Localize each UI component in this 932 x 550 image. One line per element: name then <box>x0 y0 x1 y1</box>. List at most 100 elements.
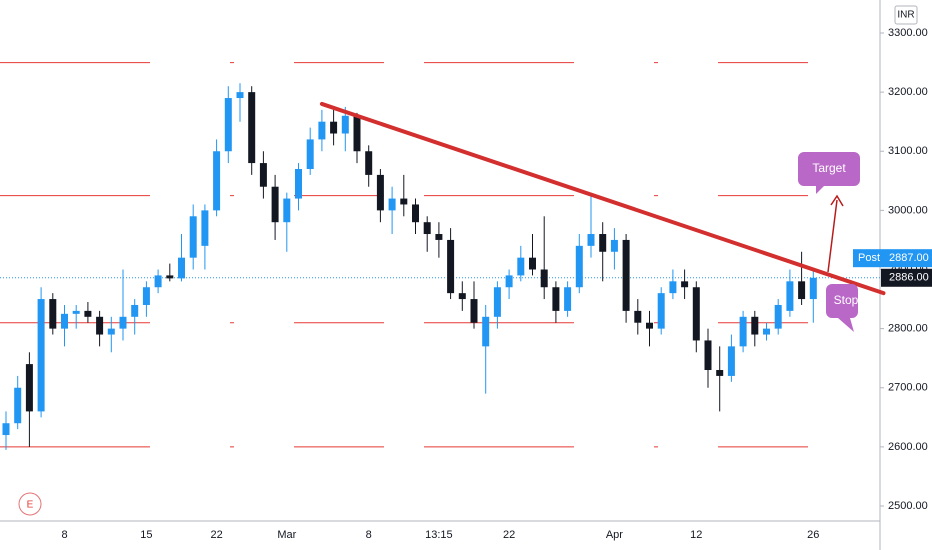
last-price-tag <box>881 268 932 287</box>
candle-body <box>213 151 221 211</box>
candle-body <box>458 293 466 300</box>
candle-body <box>763 328 770 335</box>
candle-body <box>330 121 338 134</box>
candle-body <box>470 299 478 323</box>
candle-body <box>692 287 700 341</box>
candle-body <box>37 299 45 412</box>
x-tick-label: 15 <box>140 529 152 541</box>
candle-body <box>727 346 735 376</box>
candle-body <box>681 281 689 288</box>
candle-body <box>236 92 244 99</box>
candle-body <box>376 174 384 211</box>
y-tick-label: 3300.00 <box>888 27 928 39</box>
candle-body <box>388 198 396 211</box>
candle-body <box>283 198 291 223</box>
target-arrowhead <box>830 194 844 207</box>
candle-body <box>634 310 642 323</box>
candle-body <box>774 304 782 329</box>
candle-body <box>482 316 490 347</box>
candle-body <box>61 313 68 329</box>
candle-body <box>119 316 127 329</box>
candle-body <box>716 370 724 376</box>
candle-body <box>657 293 665 329</box>
x-tick-label: 13:15 <box>425 529 453 541</box>
currency-box <box>894 5 918 25</box>
candle-body <box>587 234 595 246</box>
x-tick-label: Apr <box>606 529 623 541</box>
candle-body <box>107 328 115 335</box>
candle-body <box>435 234 443 240</box>
candle-body <box>493 287 501 317</box>
x-tick-label: 12 <box>690 529 702 541</box>
candle-body <box>318 121 326 140</box>
y-tick-label: 2800.00 <box>888 323 928 335</box>
candle-body <box>646 322 653 329</box>
candle-body <box>610 239 618 252</box>
candle-body <box>201 210 209 246</box>
candle-body <box>423 222 431 235</box>
candle-body <box>365 151 373 175</box>
candle-body <box>49 299 57 329</box>
stop-bubble <box>826 284 858 332</box>
candle-body <box>739 316 747 347</box>
candle-body <box>259 163 267 187</box>
candle-body <box>798 281 806 300</box>
candle-body <box>248 92 256 164</box>
x-tick-label: Mar <box>277 529 296 541</box>
candle-body <box>131 304 139 317</box>
y-tick-label: 3000.00 <box>888 204 928 216</box>
candle-body <box>529 257 536 270</box>
target-arrow <box>827 199 838 273</box>
candle-body <box>353 115 361 152</box>
candle-body <box>271 186 279 223</box>
candle-body <box>96 316 104 335</box>
x-tick-label: 22 <box>210 529 222 541</box>
candle-body <box>166 275 174 279</box>
candle-body <box>84 310 92 317</box>
x-tick-label: 8 <box>366 529 372 541</box>
candle-body <box>189 216 197 258</box>
candle-body <box>517 257 525 276</box>
plot: 2500.002600.002700.002800.002900.003000.… <box>0 27 928 512</box>
event-label: E <box>27 500 34 511</box>
y-tick-label: 3200.00 <box>888 86 928 98</box>
candle-body <box>178 257 185 279</box>
post-label: 2887.00 <box>889 252 929 264</box>
candle-body <box>505 275 513 288</box>
candle-body <box>669 281 677 294</box>
candle-body <box>412 204 419 223</box>
candle-body <box>2 423 10 436</box>
candle-body <box>295 168 302 199</box>
x-tick-label: 22 <box>503 529 515 541</box>
candle-body <box>622 239 630 311</box>
post-name: Post <box>858 252 880 264</box>
candle-body <box>14 387 22 424</box>
candle-body <box>447 239 455 294</box>
candle-body <box>564 287 572 311</box>
candle-body <box>786 281 794 311</box>
candle-body <box>224 98 232 152</box>
target-label: Target <box>812 161 846 175</box>
candle-body <box>704 340 712 371</box>
event-marker[interactable] <box>18 492 42 516</box>
candle-body <box>154 275 162 288</box>
target-bubble <box>798 152 860 194</box>
candle-body <box>306 139 314 169</box>
post-tag <box>853 249 932 268</box>
candle-body <box>72 310 80 314</box>
candle-body <box>400 198 408 205</box>
candle-body <box>575 245 583 288</box>
y-tick-label: 2600.00 <box>888 441 928 453</box>
last-price-label: 2886.00 <box>889 272 929 284</box>
y-tick-label: 2700.00 <box>888 382 928 394</box>
y-tick-label: 3100.00 <box>888 145 928 157</box>
candle-body <box>142 287 150 305</box>
x-tick-label: 8 <box>61 529 67 541</box>
stop-label: Stop <box>834 293 859 307</box>
candle-body <box>751 316 759 335</box>
currency: INR <box>897 10 914 21</box>
candle-body <box>552 287 560 311</box>
y-tick-label: 2500.00 <box>888 500 928 512</box>
x-tick-label: 26 <box>807 529 819 541</box>
